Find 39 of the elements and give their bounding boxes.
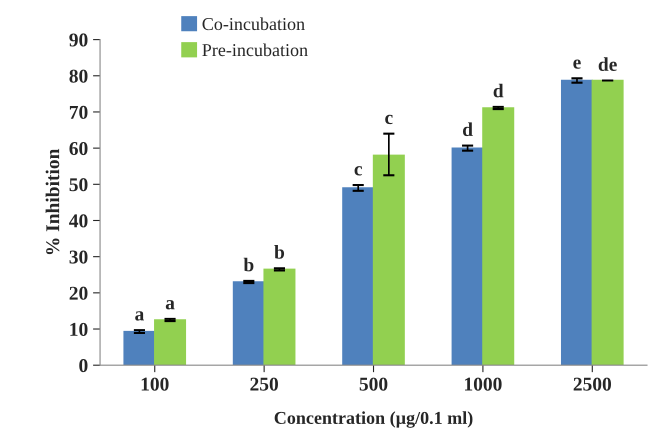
annotation: a bbox=[135, 311, 144, 321]
bar bbox=[452, 147, 484, 366]
bar bbox=[342, 187, 374, 366]
annotation: a bbox=[166, 300, 175, 310]
bar bbox=[372, 154, 405, 366]
annotation: d bbox=[462, 122, 473, 136]
bar bbox=[263, 268, 296, 366]
y-tick-label: 50 bbox=[70, 178, 88, 192]
y-tick-label: 70 bbox=[70, 106, 88, 119]
bar bbox=[154, 319, 186, 366]
x-tick-label: 100 bbox=[142, 378, 169, 391]
annotation: de bbox=[598, 57, 617, 71]
legend-label: Pre-incubation bbox=[202, 43, 308, 56]
y-tick-label: 10 bbox=[70, 322, 88, 336]
y-tick-label: 30 bbox=[70, 250, 88, 264]
annotation: b bbox=[274, 245, 284, 259]
annotation: c bbox=[385, 114, 393, 124]
bar bbox=[482, 107, 514, 366]
y-tick-label: 60 bbox=[69, 142, 88, 156]
legend-label: Co-incubation bbox=[202, 17, 305, 30]
annotation: d bbox=[494, 84, 504, 98]
bar bbox=[560, 80, 593, 366]
bar bbox=[123, 330, 156, 366]
x-tick-label: 500 bbox=[360, 378, 388, 391]
y-tick-label: 80 bbox=[69, 70, 88, 83]
y-tick-label: 0 bbox=[79, 359, 88, 372]
annotation: b bbox=[244, 258, 254, 272]
x-tick-label: 2500 bbox=[574, 378, 611, 391]
y-axis-title: % Inhibition bbox=[46, 148, 60, 254]
y-tick-label: 40 bbox=[69, 214, 88, 228]
y-tick-label: 20 bbox=[70, 286, 88, 300]
bar bbox=[232, 281, 265, 366]
annotation: c bbox=[354, 166, 362, 176]
bar bbox=[592, 80, 624, 366]
x-axis-title: Concentration (µg/0.1 ml) bbox=[274, 411, 472, 428]
annotation: e bbox=[573, 59, 581, 69]
x-tick-label: 1000 bbox=[465, 378, 502, 391]
x-tick-label: 250 bbox=[250, 378, 278, 391]
y-tick-label: 90 bbox=[69, 33, 88, 47]
